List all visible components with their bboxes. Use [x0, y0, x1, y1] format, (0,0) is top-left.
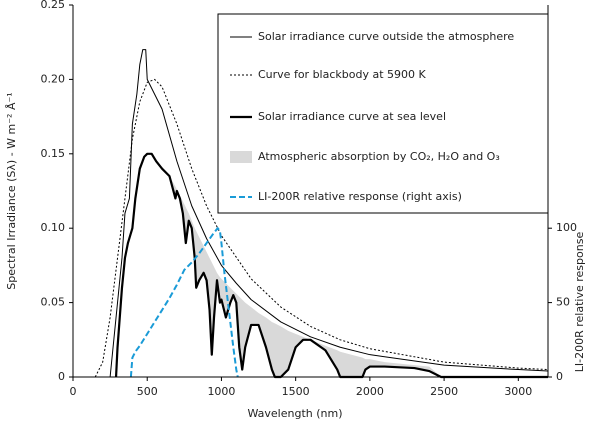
x-tick-label: 0: [70, 385, 77, 398]
y-tick-label: 0.05: [41, 296, 66, 309]
y-tick-label: 0.10: [41, 221, 66, 234]
y2-tick-label: 100: [556, 221, 577, 234]
x-tick-label: 1000: [207, 385, 235, 398]
legend-label: Curve for blackbody at 5900 K: [258, 68, 427, 81]
legend-label: Solar irradiance curve outside the atmos…: [258, 30, 514, 43]
x-tick-label: 3000: [504, 385, 532, 398]
y-axis-label: Spectral Irradiance (Sλ) - W m⁻² Å⁻¹: [5, 92, 18, 289]
legend-swatch: [230, 151, 252, 163]
y2-tick-label: 0: [556, 370, 563, 383]
y-tick-label: 0: [58, 370, 65, 383]
x-tick-label: 500: [137, 385, 158, 398]
legend-label: LI-200R relative response (right axis): [258, 190, 462, 203]
y-tick-label: 0.20: [41, 72, 66, 85]
x-tick-label: 2500: [430, 385, 458, 398]
series-line: [129, 227, 239, 378]
series-line: [109, 49, 549, 378]
y2-tick-label: 50: [556, 296, 570, 309]
y2-axis-label: LI-200R relative response: [573, 232, 586, 373]
legend-label: Atmospheric absorption by CO₂, H₂O and O…: [258, 150, 500, 163]
y-tick-label: 0.15: [41, 147, 66, 160]
legend-box: [217, 13, 549, 214]
x-axis-label: Wavelength (nm): [247, 407, 342, 420]
absorption-area: [116, 153, 548, 377]
series-line: [114, 152, 548, 379]
y-tick-label: 0.25: [41, 0, 66, 11]
x-tick-label: 2000: [356, 385, 384, 398]
series-line: [94, 78, 549, 378]
x-tick-label: 1500: [282, 385, 310, 398]
legend-label: Solar irradiance curve at sea level: [258, 110, 446, 123]
